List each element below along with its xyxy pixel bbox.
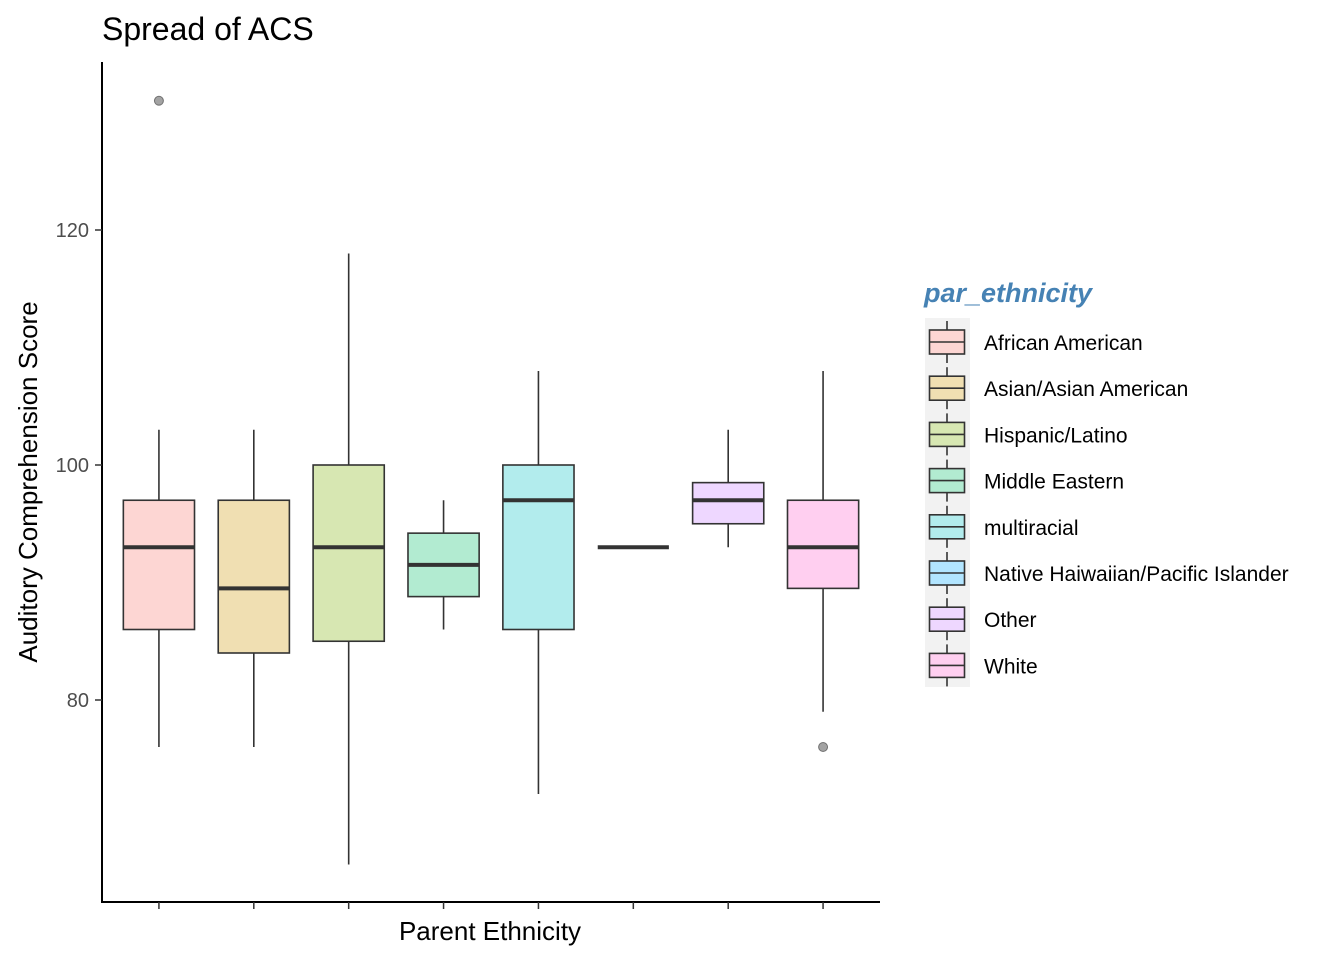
box-iqr: [502, 464, 575, 631]
legend-label: White: [984, 655, 1038, 678]
x-axis: [101, 901, 880, 909]
legend-label: multiracial: [984, 517, 1079, 540]
legend-label: African American: [984, 332, 1143, 355]
box-iqr: [786, 499, 860, 590]
box-iqr: [122, 499, 196, 631]
legend-item-2: Hispanic/Latino: [928, 413, 1128, 456]
legend-title: par_ethnicity: [923, 278, 1094, 308]
box-0: [122, 95, 196, 747]
box-7: [786, 371, 860, 752]
box-1: [217, 429, 291, 747]
legend-label: Middle Eastern: [984, 471, 1124, 494]
box-2: [312, 253, 386, 865]
x-axis-title: Parent Ethnicity: [399, 916, 581, 946]
legend-items: African American Asian/Asian American Hisp…: [928, 321, 1289, 687]
legend-item-3: Middle Eastern: [928, 459, 1124, 502]
y-tick-label: 120: [56, 220, 89, 242]
legend-item-0: African American: [928, 321, 1143, 363]
chart-title: Spread of ACS: [102, 11, 314, 47]
box-iqr: [691, 481, 765, 525]
legend: par_ethnicity African American Asian/Asia…: [923, 278, 1289, 687]
legend-label: Native Haiwaiian/Pacific Islander: [984, 563, 1289, 586]
boxes-layer: [122, 95, 860, 865]
box-3: [407, 500, 480, 630]
legend-item-5: Native Haiwaiian/Pacific Islander: [928, 552, 1289, 594]
legend-label: Hispanic/Latino: [984, 424, 1128, 447]
box-6: [691, 429, 765, 548]
y-tick-label: 100: [56, 455, 89, 477]
legend-item-6: Other: [928, 598, 1037, 641]
legend-item-4: multiracial: [928, 505, 1079, 548]
outlier-point: [818, 742, 829, 752]
box-iqr: [312, 464, 386, 643]
box-iqr: [217, 499, 291, 654]
outlier-point: [153, 95, 164, 106]
legend-item-1: Asian/Asian American: [928, 367, 1188, 410]
y-axis: 80 100 120: [56, 62, 103, 903]
legend-label: Asian/Asian American: [984, 378, 1188, 401]
legend-label: Other: [984, 609, 1037, 632]
box-4: [502, 371, 575, 794]
y-axis-title: Auditory Comprehension Score: [13, 301, 43, 662]
y-tick-label: 80: [67, 690, 89, 712]
legend-item-7: White: [928, 644, 1038, 687]
